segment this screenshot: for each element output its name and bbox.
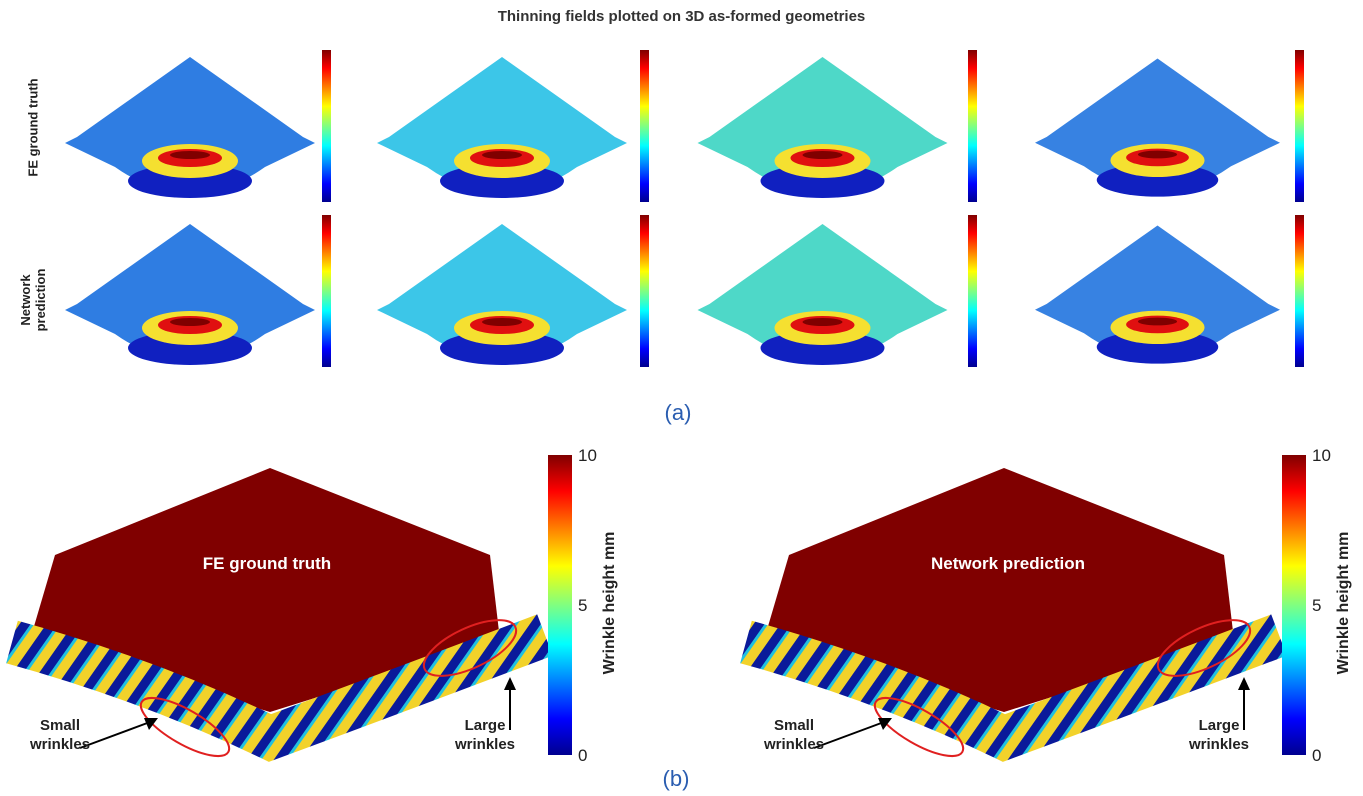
colorbar-tick: 10 — [578, 446, 597, 466]
colorbar — [968, 50, 977, 202]
colorbar-label: Wrinkle height mm — [601, 483, 619, 723]
figure-title: Thinning fields plotted on 3D as-formed … — [0, 8, 1363, 25]
annotation: Large wrinkles — [445, 716, 525, 754]
panel-title: Network prediction — [898, 554, 1118, 574]
colorbar — [322, 50, 331, 202]
figure: Thinning fields plotted on 3D as-formed … — [0, 0, 1363, 796]
row-label: FE ground truth — [26, 78, 41, 178]
geometry-plot — [377, 57, 627, 198]
colorbar — [1295, 50, 1304, 202]
geometry-plot — [65, 57, 315, 198]
geometry-plot — [1035, 225, 1280, 363]
geometry-plot — [698, 224, 948, 365]
part-label: (a) — [648, 400, 708, 426]
geometry-plot — [377, 224, 627, 365]
row-label: Network prediction — [18, 250, 48, 350]
colorbar-tick: 5 — [578, 596, 587, 616]
annotation: Small wrinkles — [754, 716, 834, 754]
geometry-plot — [698, 57, 948, 198]
colorbar — [1295, 215, 1304, 367]
colorbar-tick: 10 — [1312, 446, 1331, 466]
colorbar-tick: 5 — [1312, 596, 1321, 616]
geometry-plot — [65, 224, 315, 365]
colorbar — [640, 50, 649, 202]
thinning-maps — [65, 50, 1304, 367]
annotation: Large wrinkles — [1179, 716, 1259, 754]
annotation: Small wrinkles — [20, 716, 100, 754]
panel-title: FE ground truth — [157, 554, 377, 574]
geometry-plot — [1035, 58, 1280, 196]
part-label: (b) — [646, 766, 706, 792]
colorbar-label: Wrinkle height mm — [1335, 483, 1353, 723]
colorbar — [968, 215, 977, 367]
figure-graphics — [0, 0, 1363, 796]
colorbar-tick: 0 — [578, 746, 587, 766]
colorbar-tick: 0 — [1312, 746, 1321, 766]
colorbar — [640, 215, 649, 367]
colorbar — [322, 215, 331, 367]
